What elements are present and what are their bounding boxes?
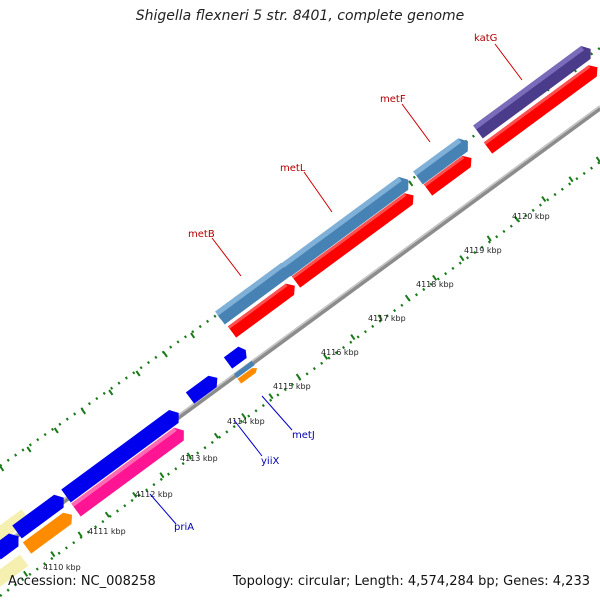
feature-cream-lower — [0, 554, 29, 590]
feature-katG-cds — [483, 65, 598, 154]
gene-label-metJ: metJ — [292, 430, 315, 441]
gene-label-metF: metF — [380, 94, 406, 105]
inner-tick-21 — [568, 176, 574, 183]
priA-leader — [149, 493, 177, 525]
inner-tick-13 — [350, 334, 356, 341]
outer-tick-15 — [408, 180, 414, 187]
inner-tick-1 — [23, 570, 29, 577]
feature-blue-left — [0, 533, 19, 560]
feature-metB-gene — [215, 262, 291, 325]
topology-text: Topology: circular; Length: 4,574,284 bp… — [232, 574, 590, 589]
gene-label-yiiX: yiiX — [261, 456, 279, 467]
kbp-label-4112: 4112 kbp — [135, 490, 173, 499]
inner-tick-17 — [459, 255, 465, 262]
katG-leader — [494, 43, 523, 81]
feature-metL-cds — [291, 193, 414, 288]
metJ-leader — [261, 395, 293, 431]
inner-tick-11 — [295, 373, 301, 380]
inner-tick-15 — [404, 294, 410, 301]
kbp-label-4120: 4120 kbp — [512, 212, 550, 221]
inner-tick-2 — [50, 551, 56, 558]
inner-tick-6 — [159, 472, 165, 479]
inner-tick-22 — [595, 156, 600, 163]
inner-tick-14 — [377, 314, 383, 321]
feature-metF-gene — [413, 138, 468, 185]
feature-metL-gene — [281, 176, 409, 277]
inner-tick-16 — [432, 274, 438, 281]
outer-tick-2 — [53, 427, 59, 434]
yiiX-leader — [233, 419, 263, 457]
kbp-label-4115: 4115 kbp — [273, 382, 311, 391]
outer-tick-0 — [0, 465, 5, 472]
inner-tick-8 — [213, 432, 220, 439]
inner-tick-12 — [323, 353, 329, 360]
feature-katG-gene — [473, 46, 591, 139]
outer-tick-7 — [190, 332, 196, 339]
outer-tick-1 — [26, 446, 32, 453]
feature-priA-cds — [71, 427, 184, 517]
outer-tick-6 — [162, 351, 168, 358]
outer-tick-4 — [108, 389, 114, 396]
feature-metB-cds — [227, 283, 295, 338]
inner-major-ticks — [0, 156, 600, 596]
outer-tick-5 — [135, 370, 141, 377]
feature-blue-3 — [61, 410, 179, 503]
metF-leader — [401, 103, 431, 143]
kbp-label-4116: 4116 kbp — [321, 348, 359, 357]
gene-label-metB: metB — [188, 229, 215, 240]
feature-orange-lower — [22, 512, 73, 554]
inner-tick-7 — [186, 452, 192, 459]
metB-leader — [211, 237, 242, 277]
kbp-label-4114: 4114 kbp — [227, 417, 265, 426]
feature-blue-2 — [12, 494, 64, 539]
inner-tick-9 — [241, 412, 247, 420]
metL-leader — [303, 171, 333, 213]
gene-label-metL: metL — [280, 163, 306, 174]
kbp-label-4110: 4110 kbp — [43, 563, 81, 572]
gene-label-katG: katG — [474, 33, 497, 44]
inner-tick-4 — [104, 511, 110, 518]
feature-metJ-cds — [223, 346, 247, 369]
accession-text: Accession: NC_008258 — [8, 574, 156, 589]
inner-tick-19 — [513, 215, 520, 222]
genome-title: Shigella flexneri 5 str. 8401, complete … — [135, 8, 465, 24]
kbp-label-4117: 4117 kbp — [368, 314, 406, 323]
feature-yiiX-cds — [185, 375, 218, 404]
inner-tick-20 — [541, 195, 547, 203]
feature-cream — [0, 509, 30, 546]
kbp-label-4119: 4119 kbp — [464, 246, 502, 255]
inner-tick-3 — [77, 531, 83, 538]
kbp-label-4111: 4111 kbp — [88, 527, 126, 536]
kbp-label-4118: 4118 kbp — [416, 280, 454, 289]
feature-metF-cds — [423, 155, 472, 196]
gene-label-priA: priA — [174, 522, 194, 533]
kbp-label-4113: 4113 kbp — [180, 454, 218, 463]
outer-tick-3 — [80, 408, 87, 415]
inner-tick-10 — [268, 393, 274, 400]
inner-tick-5 — [132, 491, 138, 498]
feature-metJ-gene — [234, 360, 258, 384]
inner-tick-18 — [486, 235, 492, 242]
